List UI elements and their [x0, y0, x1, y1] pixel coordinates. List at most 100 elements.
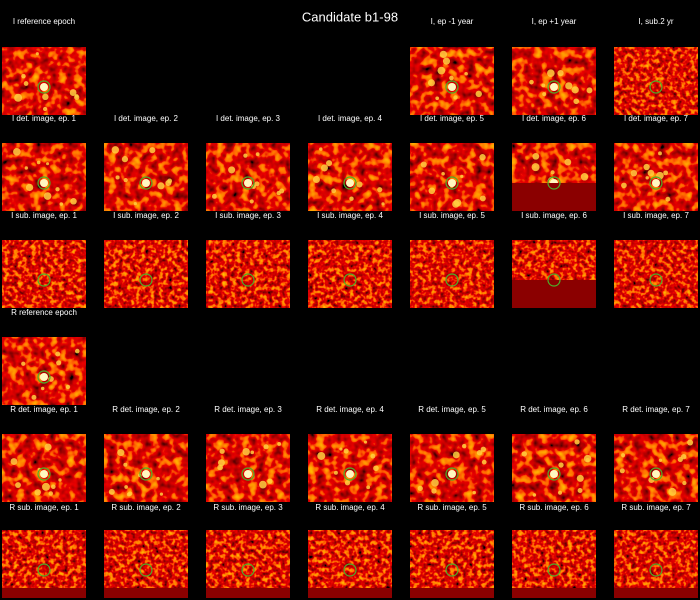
bright-source [370, 453, 376, 459]
panel-label: R det. image, ep. 5 [418, 405, 486, 414]
bright-source [645, 176, 649, 180]
target-circle [547, 467, 561, 481]
bright-source [277, 442, 282, 446]
bright-source [585, 457, 590, 463]
target-source [346, 179, 354, 187]
bright-source [558, 462, 564, 468]
image-panel [410, 434, 494, 502]
image-panel [512, 530, 596, 598]
target-circle [37, 563, 51, 577]
bright-source [242, 447, 250, 456]
bright-source [14, 93, 23, 102]
target-circle [649, 176, 663, 190]
bright-source [481, 459, 487, 465]
target-circle [139, 563, 153, 577]
target-source [40, 373, 48, 381]
bright-source [36, 160, 41, 165]
bright-source [243, 153, 248, 158]
target-circle [37, 370, 51, 384]
bright-source [13, 148, 21, 156]
target-source [550, 83, 558, 91]
target-circle [139, 467, 153, 481]
bright-source [381, 202, 385, 206]
bright-source [479, 154, 486, 161]
bright-source [476, 449, 483, 456]
bright-source [42, 106, 48, 112]
panel-label: R det. image, ep. 4 [316, 405, 384, 414]
bright-source [574, 439, 580, 445]
bright-source [680, 453, 687, 460]
bright-source [349, 196, 354, 201]
bright-source [123, 177, 128, 183]
target-circle [241, 467, 255, 481]
image-panel [308, 240, 392, 308]
target-source [652, 470, 660, 478]
bright-source [159, 492, 164, 496]
image-panel [2, 530, 86, 598]
bright-source [43, 192, 52, 200]
image-panel [2, 47, 86, 115]
target-source [652, 179, 660, 187]
panel-label: R det. image, ep. 3 [214, 405, 282, 414]
panel-label: I sub. image, ep. 1 [11, 211, 77, 220]
bright-source [23, 81, 29, 86]
bright-source [44, 443, 52, 451]
target-circle [649, 467, 663, 481]
bright-source [531, 163, 540, 172]
panel-label: I det. image, ep. 6 [522, 114, 587, 123]
bright-source [557, 69, 564, 77]
bright-source [343, 448, 349, 454]
target-circle [649, 563, 663, 577]
bright-source [356, 181, 363, 188]
panel-label: I sub. image, ep. 7 [623, 211, 689, 220]
bright-source [35, 52, 39, 56]
bright-source [149, 147, 156, 154]
bright-source [453, 198, 462, 207]
panel-label: I det. image, ep. 3 [216, 114, 281, 123]
bright-source [319, 147, 323, 151]
image-panel [512, 47, 596, 115]
target-circle [547, 80, 561, 94]
target-circle [445, 273, 459, 287]
image-panel [206, 530, 290, 598]
image-panel [512, 143, 596, 211]
image-panel [410, 143, 494, 211]
bright-source [687, 439, 694, 446]
image-panel [410, 240, 494, 308]
bright-source [74, 348, 80, 354]
bright-source [682, 480, 687, 486]
bright-source [25, 183, 34, 192]
bright-source [115, 175, 120, 180]
bright-source [255, 152, 260, 157]
image-panel [614, 47, 698, 115]
target-source [448, 83, 456, 91]
bright-source [157, 182, 165, 190]
bright-source [449, 75, 454, 81]
panel-label: R reference epoch [11, 308, 77, 317]
target-circle [37, 80, 51, 94]
image-panel [614, 530, 698, 598]
image-panel [206, 434, 290, 502]
bright-source [571, 86, 579, 94]
bright-source [165, 180, 172, 187]
panel-label: R det. image, ep. 2 [112, 405, 180, 414]
target-circle [445, 467, 459, 481]
target-source [448, 470, 456, 478]
panel-label: I det. image, ep. 7 [624, 114, 689, 123]
target-source [40, 83, 48, 91]
bright-source [460, 174, 464, 178]
image-panel [308, 530, 392, 598]
panel-label: I det. image, ep. 4 [318, 114, 383, 123]
bright-source [219, 448, 225, 454]
bright-source [453, 95, 458, 100]
bright-source [550, 170, 555, 175]
panel-label: R sub. image, ep. 4 [315, 503, 385, 512]
bright-source [547, 69, 555, 77]
panel-label: R sub. image, ep. 5 [417, 503, 487, 512]
panel-label: I, sub.2 yr [638, 17, 673, 26]
bright-source [621, 182, 627, 189]
image-panel [2, 434, 86, 502]
bright-source [479, 195, 486, 202]
bright-source [576, 474, 584, 482]
